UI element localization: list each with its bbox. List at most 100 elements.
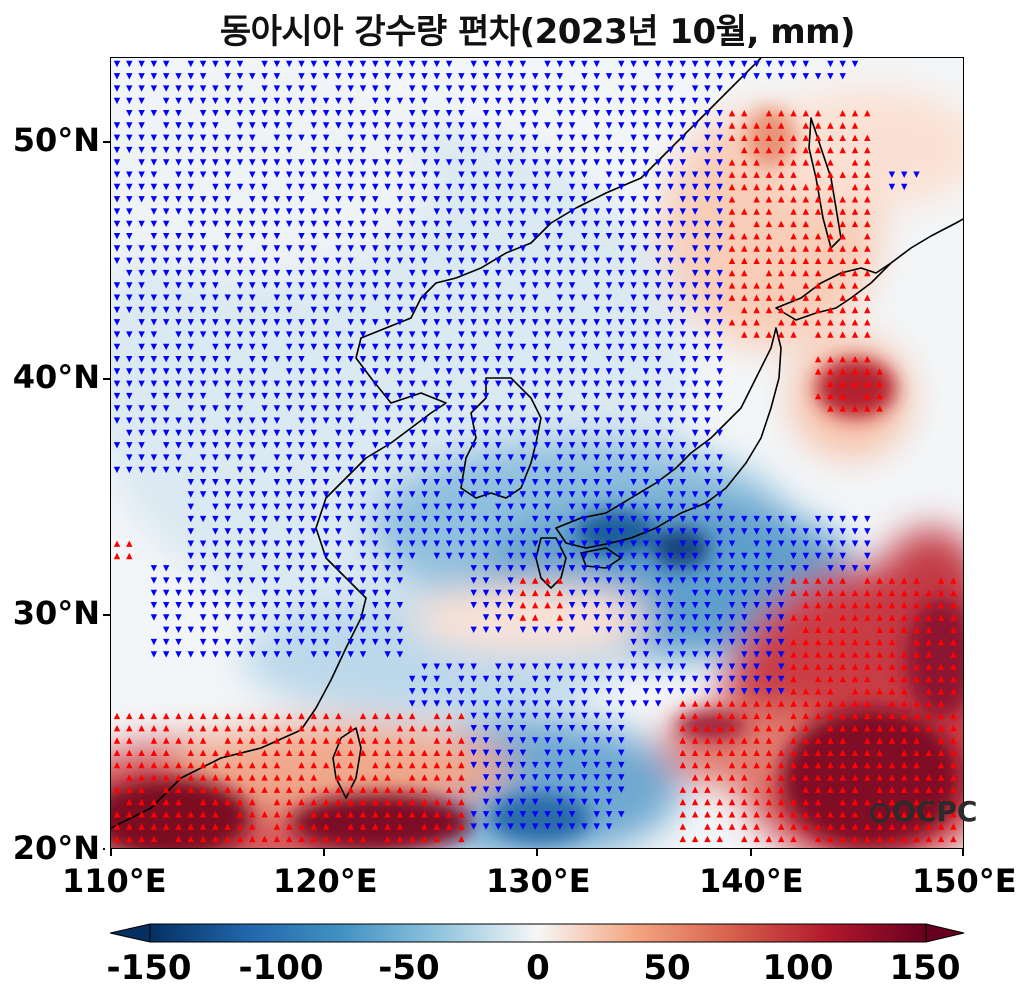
dry-significance-marker — [273, 651, 281, 658]
dry-significance-marker — [150, 73, 158, 80]
dry-significance-marker — [335, 392, 342, 400]
dry-significance-marker — [667, 159, 674, 166]
wet-significance-marker — [113, 749, 121, 756]
dry-significance-marker — [212, 171, 219, 178]
dry-significance-marker — [888, 183, 896, 191]
dry-significance-marker — [187, 651, 194, 658]
dry-significance-marker — [630, 356, 637, 363]
dry-significance-marker — [544, 257, 551, 264]
dry-significance-marker — [113, 356, 121, 363]
dry-significance-marker — [199, 171, 207, 178]
dry-significance-marker — [421, 257, 428, 264]
dry-significance-marker — [212, 565, 219, 572]
wet-significance-marker — [199, 798, 207, 806]
wet-significance-marker — [236, 798, 244, 806]
dry-significance-marker — [556, 761, 563, 769]
dry-significance-marker — [322, 220, 330, 228]
wet-significance-marker — [753, 233, 760, 240]
wet-significance-marker — [802, 245, 809, 252]
dry-significance-marker — [728, 663, 736, 670]
dry-significance-marker — [507, 675, 514, 683]
wet-significance-marker — [950, 688, 957, 695]
wet-significance-marker — [322, 798, 330, 806]
dry-significance-marker — [273, 122, 281, 129]
dry-significance-marker — [249, 626, 256, 633]
dry-significance-marker — [347, 183, 354, 191]
dry-significance-marker — [618, 405, 625, 412]
dry-significance-marker — [667, 565, 674, 572]
dry-significance-marker — [236, 159, 244, 166]
dry-significance-marker — [679, 577, 686, 584]
dry-significance-marker — [581, 60, 588, 68]
dry-significance-marker — [433, 688, 440, 695]
dry-significance-marker — [138, 146, 145, 154]
dry-significance-marker — [667, 245, 674, 252]
dry-significance-marker — [286, 306, 293, 314]
dry-significance-marker — [175, 368, 182, 375]
dry-significance-marker — [605, 577, 613, 584]
dry-significance-marker — [138, 429, 145, 437]
dry-significance-marker — [765, 688, 773, 695]
wet-significance-marker — [679, 761, 686, 769]
wet-significance-marker — [396, 823, 404, 830]
dry-significance-marker — [445, 503, 453, 510]
wet-significance-marker — [802, 614, 809, 621]
dry-significance-marker — [298, 589, 305, 597]
dry-significance-marker — [741, 515, 748, 523]
dry-significance-marker — [679, 552, 686, 560]
dry-significance-marker — [728, 626, 736, 633]
dry-significance-marker — [495, 688, 502, 695]
dry-significance-marker — [667, 368, 674, 375]
dry-significance-marker — [433, 60, 440, 68]
dry-significance-marker — [421, 380, 428, 387]
wet-significance-marker — [814, 233, 822, 240]
dry-significance-marker — [433, 269, 440, 277]
dry-significance-marker — [544, 146, 551, 154]
dry-significance-marker — [470, 503, 477, 510]
dry-significance-marker — [261, 515, 268, 523]
dry-significance-marker — [716, 528, 723, 535]
dry-significance-marker — [421, 122, 428, 129]
dry-significance-marker — [556, 823, 563, 830]
dry-significance-marker — [630, 146, 637, 154]
dry-significance-marker — [187, 196, 194, 203]
dry-significance-marker — [249, 196, 256, 203]
wet-significance-marker — [864, 183, 871, 191]
dry-significance-marker — [236, 233, 244, 240]
dry-significance-marker — [482, 737, 490, 744]
dry-significance-marker — [409, 368, 416, 375]
dry-significance-marker — [618, 663, 625, 670]
dry-significance-marker — [249, 282, 256, 289]
wet-significance-marker — [888, 712, 896, 720]
wet-significance-marker — [790, 171, 797, 178]
dry-significance-marker — [544, 737, 551, 744]
wet-significance-marker — [839, 122, 846, 129]
dry-significance-marker — [359, 343, 367, 351]
dry-significance-marker — [704, 491, 711, 498]
wet-significance-marker — [716, 798, 723, 806]
wet-significance-marker — [802, 737, 809, 744]
dry-significance-marker — [212, 405, 219, 412]
dry-significance-marker — [359, 60, 367, 68]
dry-significance-marker — [605, 146, 613, 154]
dry-significance-marker — [519, 663, 527, 670]
dry-significance-marker — [372, 269, 379, 277]
dry-significance-marker — [618, 442, 625, 449]
dry-significance-marker — [765, 565, 773, 572]
dry-significance-marker — [458, 294, 465, 301]
dry-significance-marker — [704, 688, 711, 695]
dry-significance-marker — [150, 368, 158, 375]
dry-significance-marker — [212, 134, 219, 141]
dry-significance-marker — [495, 515, 502, 523]
dry-significance-marker — [384, 331, 391, 338]
wet-significance-marker — [335, 737, 342, 744]
wet-significance-marker — [778, 811, 785, 818]
wet-significance-marker — [802, 651, 809, 658]
dry-significance-marker — [581, 368, 588, 375]
wet-significance-marker — [790, 208, 797, 215]
dry-significance-marker — [396, 368, 404, 375]
dry-significance-marker — [704, 122, 711, 129]
dry-significance-marker — [175, 110, 182, 117]
dry-significance-marker — [298, 110, 305, 117]
dry-significance-marker — [827, 73, 834, 80]
